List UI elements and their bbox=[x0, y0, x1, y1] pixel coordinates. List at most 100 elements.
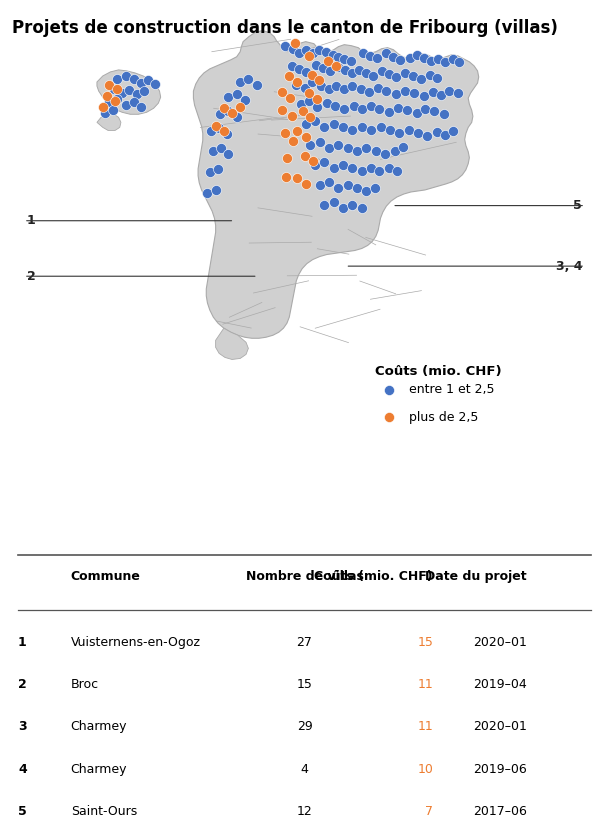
Point bbox=[357, 103, 367, 116]
Point bbox=[384, 161, 393, 174]
Point bbox=[348, 199, 357, 212]
Point bbox=[366, 161, 376, 174]
Point bbox=[320, 199, 329, 212]
Point bbox=[432, 71, 442, 85]
Point bbox=[124, 84, 134, 97]
Point bbox=[362, 141, 371, 154]
Point bbox=[357, 164, 367, 177]
Point bbox=[320, 121, 329, 134]
Point bbox=[294, 62, 303, 76]
Point bbox=[349, 99, 359, 112]
Point bbox=[306, 111, 315, 124]
Point bbox=[352, 181, 362, 195]
Point bbox=[304, 49, 314, 62]
Text: 29: 29 bbox=[297, 720, 312, 733]
Point bbox=[322, 97, 331, 110]
Point bbox=[409, 86, 419, 99]
Point bbox=[429, 105, 439, 118]
Point bbox=[380, 147, 390, 160]
Text: plus de 2,5: plus de 2,5 bbox=[409, 411, 478, 424]
Point bbox=[343, 141, 353, 154]
Point bbox=[370, 181, 379, 195]
Point bbox=[375, 103, 384, 116]
Point bbox=[403, 103, 412, 117]
Point bbox=[445, 85, 454, 98]
Text: 3, 4: 3, 4 bbox=[555, 259, 582, 273]
Point bbox=[117, 86, 127, 99]
Point bbox=[324, 82, 334, 95]
Point bbox=[426, 54, 435, 67]
Point bbox=[290, 36, 300, 49]
Point bbox=[280, 127, 289, 140]
Point bbox=[362, 67, 371, 80]
Point bbox=[301, 117, 311, 131]
Point bbox=[304, 94, 314, 108]
Point bbox=[417, 72, 426, 85]
Text: 27: 27 bbox=[297, 636, 312, 649]
Text: Charmey: Charmey bbox=[71, 763, 127, 776]
Point bbox=[108, 103, 118, 117]
Point bbox=[113, 72, 122, 85]
Point bbox=[280, 39, 290, 53]
Point bbox=[301, 131, 311, 144]
Text: 7: 7 bbox=[425, 805, 433, 818]
Point bbox=[296, 98, 306, 111]
Point bbox=[288, 42, 298, 55]
Point bbox=[334, 60, 343, 73]
Point bbox=[412, 107, 421, 120]
Point bbox=[308, 154, 317, 167]
Point bbox=[98, 101, 108, 114]
Point bbox=[331, 80, 341, 93]
Polygon shape bbox=[194, 30, 479, 338]
Point bbox=[438, 108, 448, 121]
Point bbox=[219, 125, 229, 138]
Point bbox=[282, 151, 292, 164]
Point bbox=[354, 63, 364, 76]
Text: Vuisternens-en-Ogoz: Vuisternens-en-Ogoz bbox=[71, 636, 200, 649]
Point bbox=[324, 176, 334, 189]
Point bbox=[224, 105, 233, 118]
Point bbox=[389, 50, 398, 63]
Text: 5: 5 bbox=[18, 805, 27, 818]
Text: Coûts (mio. CHF): Coûts (mio. CHF) bbox=[375, 365, 501, 378]
Point bbox=[323, 54, 333, 67]
Point bbox=[385, 124, 395, 137]
Point bbox=[211, 183, 220, 196]
Point bbox=[304, 86, 314, 99]
Text: Nombre de villas: Nombre de villas bbox=[245, 571, 364, 584]
Text: 2017–06: 2017–06 bbox=[473, 805, 527, 818]
Point bbox=[240, 94, 250, 107]
Text: 15: 15 bbox=[297, 678, 312, 691]
Text: 10: 10 bbox=[417, 763, 433, 776]
Point bbox=[314, 73, 323, 86]
Point bbox=[224, 90, 233, 103]
Point bbox=[328, 48, 337, 62]
Point bbox=[294, 46, 303, 59]
Polygon shape bbox=[216, 328, 248, 360]
Point bbox=[113, 93, 122, 106]
Point bbox=[278, 103, 287, 117]
Point bbox=[325, 64, 335, 77]
Point bbox=[129, 72, 139, 85]
Text: 15: 15 bbox=[417, 636, 433, 649]
Point bbox=[405, 51, 415, 64]
Point bbox=[384, 106, 393, 119]
Text: 5: 5 bbox=[574, 200, 582, 212]
Point bbox=[281, 170, 290, 183]
Point bbox=[292, 79, 301, 92]
Point bbox=[143, 73, 153, 86]
Point bbox=[366, 124, 376, 137]
Point bbox=[205, 165, 214, 178]
Point bbox=[381, 46, 391, 59]
Point bbox=[329, 195, 339, 209]
Point bbox=[384, 410, 394, 424]
Text: 2019–06: 2019–06 bbox=[473, 763, 527, 776]
Point bbox=[377, 64, 387, 77]
Point bbox=[428, 85, 438, 99]
Point bbox=[440, 55, 449, 68]
Point bbox=[216, 108, 225, 121]
Point bbox=[395, 127, 404, 140]
Point bbox=[214, 122, 224, 135]
Text: 2020–01: 2020–01 bbox=[473, 720, 527, 733]
Point bbox=[340, 63, 350, 76]
